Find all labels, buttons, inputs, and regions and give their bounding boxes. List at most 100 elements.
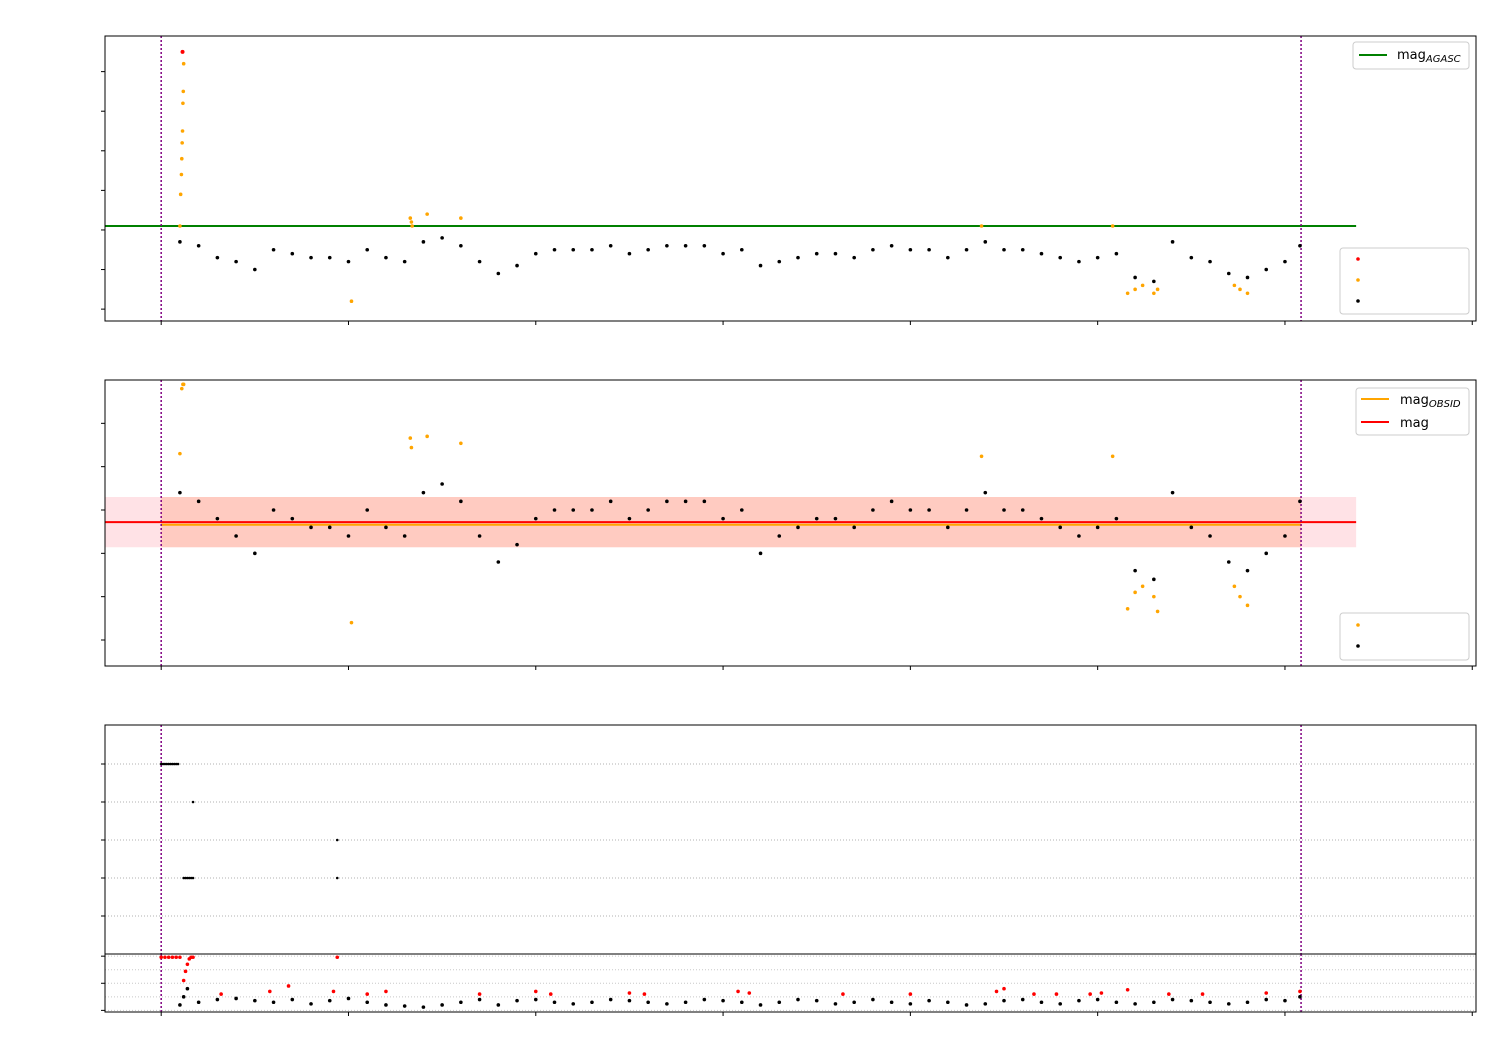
data-point — [1283, 998, 1287, 1003]
data-point — [477, 992, 482, 996]
data-point — [421, 490, 426, 495]
data-point — [178, 192, 183, 197]
data-point — [163, 955, 167, 960]
data-point — [908, 1002, 913, 1006]
data-point — [533, 251, 538, 256]
data-point — [721, 516, 725, 521]
data-point — [178, 490, 182, 495]
data-point — [833, 1002, 838, 1006]
data-point — [477, 534, 482, 538]
data-point — [331, 989, 336, 994]
data-point — [1170, 490, 1175, 495]
legend-box — [1352, 41, 1470, 70]
data-point — [286, 984, 291, 988]
data-point — [964, 508, 969, 512]
data-point — [927, 998, 931, 1003]
data-point — [219, 992, 223, 996]
data-point — [1133, 590, 1137, 595]
data-point — [409, 445, 414, 450]
data-point — [608, 243, 613, 248]
flag-point — [182, 876, 185, 880]
data-point — [384, 525, 388, 530]
data-point — [459, 216, 463, 220]
data-point — [253, 551, 257, 556]
data-point — [1155, 287, 1160, 292]
data-point — [180, 141, 184, 145]
data-point — [181, 382, 186, 387]
data-point — [459, 243, 463, 248]
data-point — [179, 156, 184, 161]
data-point — [410, 224, 414, 228]
data-point — [590, 1000, 594, 1005]
data-point — [994, 989, 999, 994]
data-point — [253, 267, 257, 272]
data-point — [215, 255, 220, 260]
data-point — [515, 542, 519, 547]
plot-frame-magnitude — [104, 379, 1477, 667]
data-point — [327, 998, 332, 1003]
data-point — [477, 997, 482, 1002]
flag-point — [163, 762, 167, 766]
data-point — [646, 508, 650, 512]
legend-label-sub: AGASC — [1425, 54, 1461, 65]
legend-dot-swatch — [1356, 278, 1360, 282]
data-point — [309, 255, 313, 260]
data-point — [1133, 568, 1137, 573]
data-point — [852, 525, 856, 530]
data-point — [425, 434, 429, 439]
data-point — [1058, 255, 1063, 260]
data-point — [796, 525, 800, 530]
data-point — [181, 995, 186, 999]
data-point — [927, 508, 931, 512]
data-point — [1020, 247, 1025, 252]
data-point — [889, 499, 894, 504]
data-point — [852, 255, 856, 260]
data-point — [796, 255, 800, 260]
data-point — [552, 1000, 557, 1005]
data-point — [964, 247, 969, 252]
data-point — [1054, 992, 1059, 996]
data-point — [185, 986, 190, 991]
data-point — [814, 516, 819, 521]
data-point — [1298, 243, 1302, 248]
data-point — [533, 989, 538, 994]
legend-label-sub: OBSID — [1429, 399, 1461, 410]
legend-label: magOBSID — [1400, 393, 1461, 410]
data-point — [1095, 997, 1100, 1002]
data-point — [309, 1002, 313, 1006]
data-point — [796, 997, 800, 1002]
data-point — [1133, 275, 1137, 280]
data-point — [1264, 267, 1269, 272]
data-point — [1077, 998, 1081, 1003]
data-point — [1133, 287, 1137, 292]
flag-point — [159, 762, 163, 766]
flag-point — [171, 762, 174, 766]
data-point — [166, 955, 171, 960]
data-point — [777, 1000, 782, 1005]
data-point — [665, 1002, 669, 1006]
data-point — [408, 436, 413, 440]
data-point — [1283, 534, 1287, 538]
data-point — [234, 996, 238, 1001]
data-point — [871, 997, 875, 1002]
data-point — [384, 255, 388, 260]
data-point — [1114, 251, 1119, 256]
data-point — [590, 247, 594, 252]
legend-box — [1339, 612, 1470, 661]
data-point — [1140, 283, 1145, 288]
legend-dot-swatch — [1356, 299, 1360, 303]
data-point — [721, 998, 725, 1003]
data-point — [349, 620, 354, 625]
data-point — [1245, 291, 1250, 296]
data-point — [964, 1003, 969, 1007]
data-point — [665, 499, 669, 504]
data-point — [178, 224, 182, 228]
data-point — [871, 508, 875, 512]
data-point — [384, 989, 388, 994]
data-point — [608, 499, 613, 504]
data-point — [1077, 259, 1081, 264]
flag-point — [189, 876, 193, 880]
data-point — [309, 525, 313, 530]
data-point — [1245, 603, 1250, 608]
